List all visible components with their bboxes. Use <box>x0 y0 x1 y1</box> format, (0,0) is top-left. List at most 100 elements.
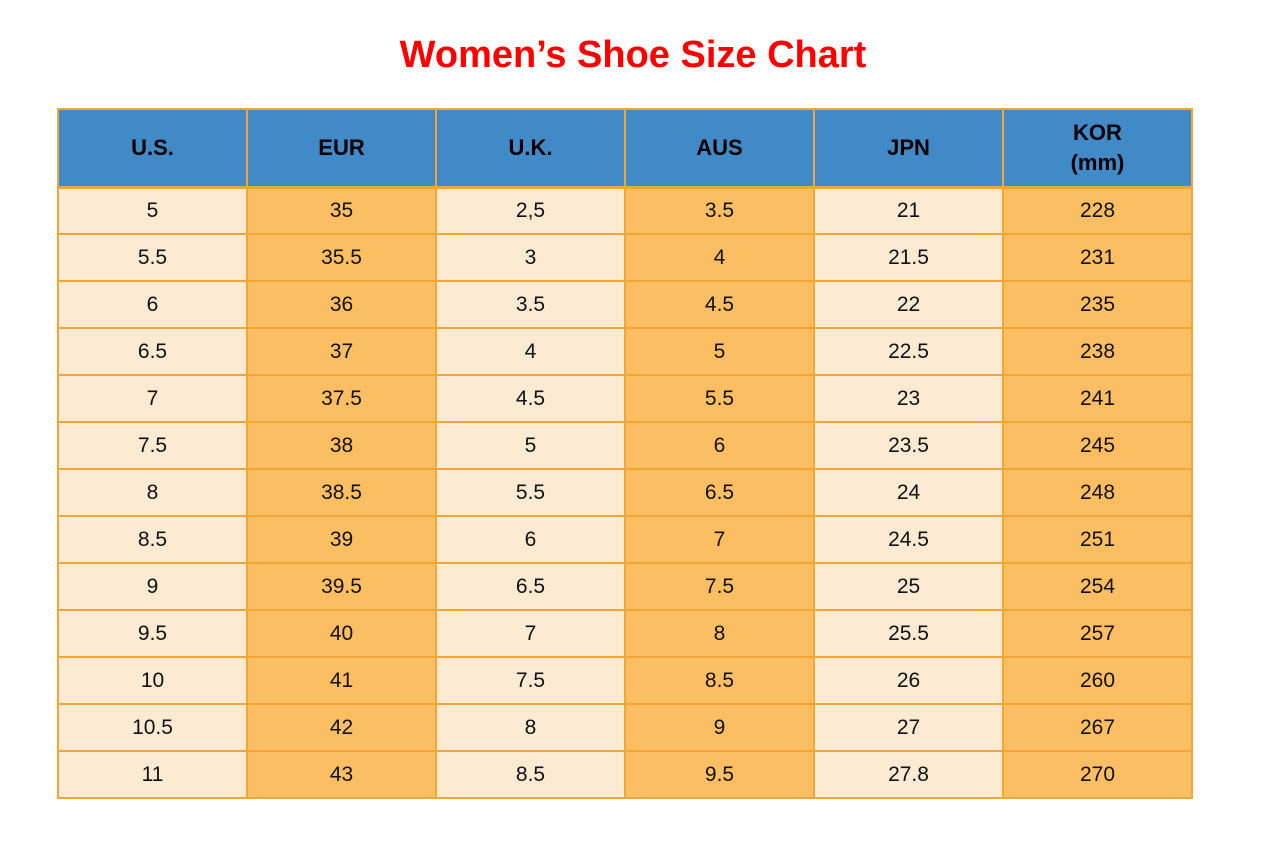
table-cell: 235 <box>1002 280 1193 329</box>
table-cell: 24.5 <box>813 515 1004 564</box>
table-cell: 39.5 <box>246 562 437 611</box>
table-cell: 254 <box>1002 562 1193 611</box>
table-cell: 27.8 <box>813 750 1004 799</box>
table-cell: 251 <box>1002 515 1193 564</box>
table-cell: 245 <box>1002 421 1193 470</box>
table-cell: 7.5 <box>57 421 248 470</box>
table-cell: 257 <box>1002 609 1193 658</box>
table-cell: 238 <box>1002 327 1193 376</box>
table-row: 10.5 42 8 9 27 267 <box>57 703 1193 752</box>
table-cell: 5.5 <box>435 468 626 517</box>
table-cell: 39 <box>246 515 437 564</box>
header-cell-uk: U.K. <box>435 108 626 189</box>
table-cell: 21.5 <box>813 233 1004 282</box>
table-cell: 43 <box>246 750 437 799</box>
table-cell: 5.5 <box>624 374 815 423</box>
table-cell: 25.5 <box>813 609 1004 658</box>
table-row: 6.5 37 4 5 22.5 238 <box>57 327 1193 376</box>
table-cell: 6.5 <box>624 468 815 517</box>
table-cell: 6 <box>57 280 248 329</box>
table-cell: 270 <box>1002 750 1193 799</box>
header-cell-aus: AUS <box>624 108 815 189</box>
table-cell: 23 <box>813 374 1004 423</box>
table-cell: 42 <box>246 703 437 752</box>
table-row: 5.5 35.5 3 4 21.5 231 <box>57 233 1193 282</box>
header-cell-us: U.S. <box>57 108 248 189</box>
table-row: 7 37.5 4.5 5.5 23 241 <box>57 374 1193 423</box>
table-cell: 24 <box>813 468 1004 517</box>
table-row: 9.5 40 7 8 25.5 257 <box>57 609 1193 658</box>
table-row: 7.5 38 5 6 23.5 245 <box>57 421 1193 470</box>
table-cell: 21 <box>813 186 1004 235</box>
table-row: 10 41 7.5 8.5 26 260 <box>57 656 1193 705</box>
table-cell: 5 <box>57 186 248 235</box>
table-cell: 5 <box>624 327 815 376</box>
table-header-row: U.S. EUR U.K. AUS JPN KOR (mm) <box>57 108 1193 189</box>
table-body: 5 35 2,5 3.5 21 228 5.5 35.5 3 4 21.5 231 6 36 3.5 4.5 2… <box>57 186 1193 799</box>
table-cell: 40 <box>246 609 437 658</box>
table-cell: 6.5 <box>435 562 626 611</box>
table-cell: 11 <box>57 750 248 799</box>
table-cell: 25 <box>813 562 1004 611</box>
table-cell: 22 <box>813 280 1004 329</box>
table-cell: 36 <box>246 280 437 329</box>
table-cell: 27 <box>813 703 1004 752</box>
table-cell: 7 <box>624 515 815 564</box>
table-cell: 3 <box>435 233 626 282</box>
table-cell: 7 <box>435 609 626 658</box>
table-cell: 231 <box>1002 233 1193 282</box>
table-cell: 38 <box>246 421 437 470</box>
table-cell: 9 <box>57 562 248 611</box>
table-row: 6 36 3.5 4.5 22 235 <box>57 280 1193 329</box>
table-cell: 8.5 <box>57 515 248 564</box>
table-cell: 26 <box>813 656 1004 705</box>
table-row: 8.5 39 6 7 24.5 251 <box>57 515 1193 564</box>
table-cell: 22.5 <box>813 327 1004 376</box>
table-cell: 241 <box>1002 374 1193 423</box>
table-cell: 267 <box>1002 703 1193 752</box>
table-cell: 6 <box>435 515 626 564</box>
table-cell: 37.5 <box>246 374 437 423</box>
table-cell: 8 <box>57 468 248 517</box>
table-row: 11 43 8.5 9.5 27.8 270 <box>57 750 1193 799</box>
table-cell: 8 <box>624 609 815 658</box>
header-cell-kor: KOR (mm) <box>1002 108 1193 189</box>
table-cell: 8.5 <box>435 750 626 799</box>
table-cell: 3.5 <box>624 186 815 235</box>
table-cell: 8.5 <box>624 656 815 705</box>
table-cell: 4.5 <box>435 374 626 423</box>
shoe-size-table: U.S. EUR U.K. AUS JPN KOR (mm) 5 35 2,5 3.5… <box>57 108 1193 799</box>
table-cell: 41 <box>246 656 437 705</box>
header-cell-jpn: JPN <box>813 108 1004 189</box>
table-cell: 38.5 <box>246 468 437 517</box>
table-row: 8 38.5 5.5 6.5 24 248 <box>57 468 1193 517</box>
table-cell: 260 <box>1002 656 1193 705</box>
table-cell: 2,5 <box>435 186 626 235</box>
table-cell: 5 <box>435 421 626 470</box>
page-title: Women’s Shoe Size Chart <box>399 34 867 76</box>
table-cell: 7.5 <box>624 562 815 611</box>
table-cell: 6.5 <box>57 327 248 376</box>
table-cell: 3.5 <box>435 280 626 329</box>
table-cell: 8 <box>435 703 626 752</box>
header-cell-eur: EUR <box>246 108 437 189</box>
table-row: 9 39.5 6.5 7.5 25 254 <box>57 562 1193 611</box>
table-cell: 4.5 <box>624 280 815 329</box>
table-cell: 4 <box>624 233 815 282</box>
table-cell: 9.5 <box>57 609 248 658</box>
table-cell: 9 <box>624 703 815 752</box>
table-cell: 23.5 <box>813 421 1004 470</box>
table-cell: 4 <box>435 327 626 376</box>
table-cell: 35 <box>246 186 437 235</box>
table-cell: 9.5 <box>624 750 815 799</box>
table-cell: 248 <box>1002 468 1193 517</box>
table-cell: 37 <box>246 327 437 376</box>
table-cell: 10.5 <box>57 703 248 752</box>
table-cell: 6 <box>624 421 815 470</box>
table-cell: 5.5 <box>57 233 248 282</box>
table-cell: 7.5 <box>435 656 626 705</box>
table-row: 5 35 2,5 3.5 21 228 <box>57 186 1193 235</box>
table-cell: 35.5 <box>246 233 437 282</box>
table-cell: 10 <box>57 656 248 705</box>
